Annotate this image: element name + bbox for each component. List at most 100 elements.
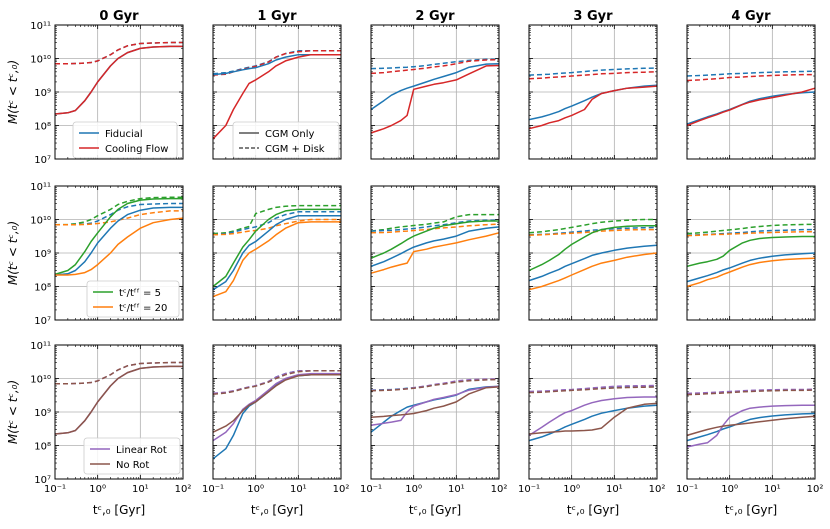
series-line-tc-tff-5 — [212, 208, 341, 288]
axes-frame — [686, 344, 816, 480]
series-line-cooling-flow — [212, 53, 341, 140]
series-line-fiducial-dashed — [528, 67, 658, 76]
series-line-fiducial — [54, 45, 183, 115]
series-line-cooling-flow — [54, 45, 183, 115]
legend-label: Linear Rot — [116, 445, 167, 456]
series-line-tc-tff-5 — [686, 235, 815, 268]
series-line-no-rot-dashed — [528, 386, 658, 394]
series-line-tc-tff-20-dashed — [55, 210, 183, 226]
series-line-fiducial — [370, 62, 500, 111]
x-tick-label: 10⁻¹ — [202, 484, 224, 495]
series-line-tc-tff-5 — [370, 220, 499, 259]
y-tick-label: 10¹⁰ — [30, 216, 51, 227]
panel-r2-c2: 10⁻¹ 10⁰ 10¹ 10² — [360, 344, 508, 495]
y-tick-label: 10¹¹ — [30, 341, 51, 352]
y-tick-label: 10⁹ — [34, 408, 51, 419]
legend-box — [232, 121, 340, 159]
panel-r2-c4: 10⁻¹ 10⁰ 10¹ 10² — [676, 344, 823, 495]
series-line-fiducial — [686, 91, 816, 125]
series-line-tc-tff-20 — [686, 257, 816, 288]
x-tick-label: 10² — [175, 484, 192, 495]
series-line-no-rot-dashed — [686, 389, 816, 396]
x-tick-label: 10⁰ — [721, 484, 738, 495]
legend-box — [83, 437, 181, 475]
y-tick-label: 10⁸ — [34, 122, 51, 133]
series-line-tc-tff-20 — [370, 232, 500, 274]
x-tick-label: 10¹ — [764, 484, 781, 495]
series-line-fiducial-dashed — [370, 219, 499, 232]
column-title: 4 Gyr — [731, 9, 771, 24]
axes-frame — [528, 185, 658, 321]
series-line-fiducial — [686, 412, 816, 442]
series-line-fiducial — [528, 84, 658, 121]
series-line-fiducial — [212, 373, 341, 460]
y-axis-label: M(tᶜ < tᶜ,₀) — [6, 221, 20, 285]
x-tick-label: 10² — [649, 484, 666, 495]
series-line-fiducial-dashed — [686, 70, 816, 77]
panel-r1-c4 — [686, 185, 816, 321]
panel-r1-c0: 10⁷ 10⁸ 10⁹ 10¹⁰ 10¹¹ — [30, 182, 184, 327]
axes-frame — [686, 24, 816, 160]
series-line-fiducial — [54, 206, 183, 276]
axes-frame — [212, 185, 342, 321]
series-line-no-rot — [212, 373, 341, 433]
series-line-linear-rot-dashed — [686, 388, 816, 395]
legend: Linear Rot No Rot — [83, 437, 181, 475]
x-tick-label: 10² — [491, 484, 508, 495]
series-line-tc-tff-20 — [55, 217, 184, 276]
axes-frame — [370, 185, 500, 321]
series-line-cooling-flow-dashed — [528, 71, 658, 80]
x-tick-label: 10¹ — [132, 484, 149, 495]
x-tick-label: 10² — [333, 484, 350, 495]
x-axis-label: tᶜ,₀ [Gyr] — [251, 503, 303, 517]
x-tick-label: 10⁰ — [563, 484, 580, 495]
panel-r0-c4 — [686, 24, 816, 160]
series-line-linear-rot — [54, 365, 183, 435]
series-line-cooling-flow-dashed — [55, 41, 183, 65]
x-axis-label: tᶜ,₀ [Gyr] — [93, 503, 145, 517]
series-line-linear-rot-dashed — [528, 384, 658, 393]
column-title: 0 Gyr — [99, 9, 139, 24]
y-axis-label: M(tᶜ < tᶜ,₀) — [6, 380, 20, 444]
series-line-fiducial — [370, 226, 500, 268]
series-line-fiducial-dashed — [370, 58, 499, 70]
axes-frame — [54, 24, 184, 160]
legend-box — [86, 280, 180, 318]
series-line-fiducial — [370, 385, 500, 433]
series-line-tc-tff-5 — [528, 225, 657, 272]
y-tick-label: 10⁷ — [34, 316, 51, 327]
axes-frame — [54, 344, 184, 480]
panel-r1-c2 — [370, 185, 500, 321]
y-tick-label: 10⁹ — [34, 249, 51, 260]
series-line-cooling-flow-dashed — [370, 58, 500, 75]
panel-r0-c3 — [528, 24, 658, 160]
series-line-no-rot — [54, 365, 183, 435]
legend-box — [72, 121, 178, 159]
series-line-tc-tff-5-dashed — [528, 218, 657, 234]
axes-frame — [686, 185, 816, 321]
x-tick-label: 10⁰ — [89, 484, 106, 495]
panel-r0-c2 — [370, 24, 500, 160]
axes-frame — [370, 344, 500, 480]
x-axis-label: tᶜ,₀ [Gyr] — [409, 503, 461, 517]
series-line-fiducial — [528, 244, 658, 282]
series-line-fiducial-dashed — [212, 211, 341, 236]
series-line-tc-tff-5-dashed — [54, 196, 183, 226]
series-line-no-rot — [370, 386, 500, 418]
axes-frame — [54, 185, 184, 321]
legend: Fiducial Cooling Flow — [72, 121, 178, 159]
x-tick-label: 10⁰ — [405, 484, 422, 495]
x-tick-label: 10¹ — [448, 484, 465, 495]
series-line-no-rot-dashed — [370, 378, 500, 392]
panel-r2-c3: 10⁻¹ 10⁰ 10¹ 10² — [518, 344, 666, 495]
x-axis-label: tᶜ,₀ [Gyr] — [725, 503, 777, 517]
column-title: 3 Gyr — [573, 9, 613, 24]
y-tick-label: 10⁸ — [34, 283, 51, 294]
y-tick-label: 10¹¹ — [30, 21, 51, 32]
series-line-tc-tff-5-dashed — [370, 213, 499, 232]
x-tick-label: 10¹ — [606, 484, 623, 495]
series-line-no-rot — [686, 415, 816, 437]
series-line-no-rot-dashed — [212, 370, 341, 395]
series-line-tc-tff-20 — [528, 252, 658, 291]
